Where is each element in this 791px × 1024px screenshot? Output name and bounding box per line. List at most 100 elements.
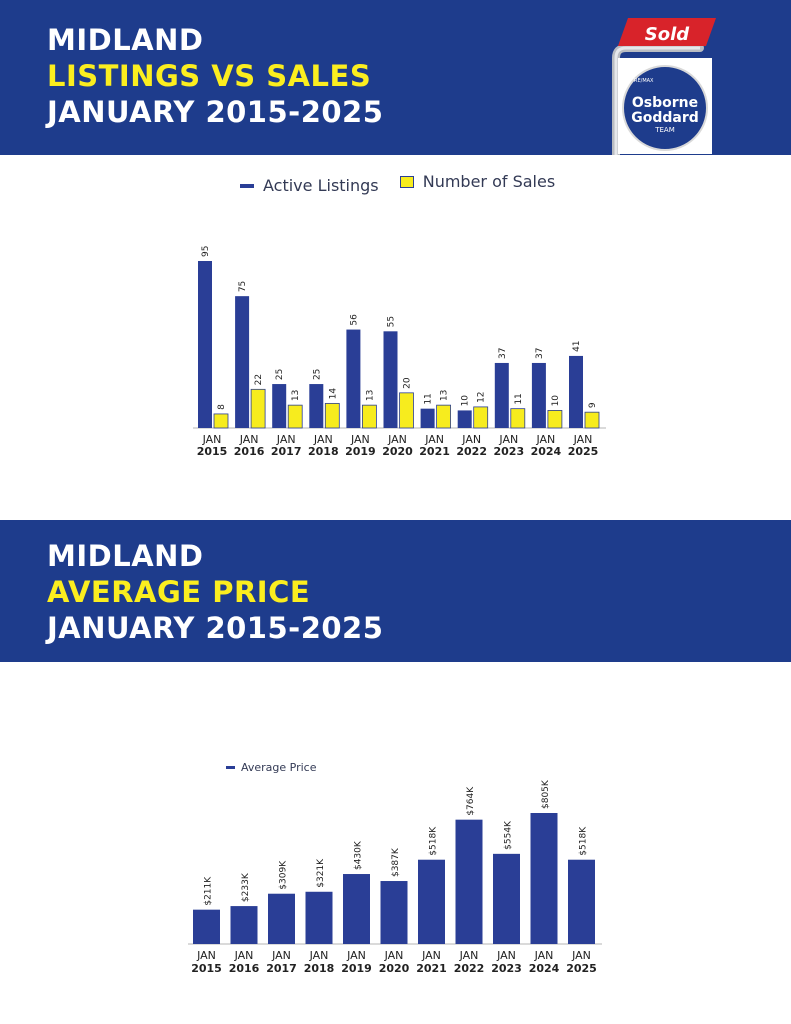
price-data-label: $805K bbox=[541, 779, 551, 809]
sales-bar bbox=[584, 411, 600, 429]
x-tick-label-year: 2021 bbox=[416, 962, 447, 975]
x-tick-label-month: JAN bbox=[535, 433, 555, 446]
sold-sign-logo: Sold RE/MAX Osborne Goddard TEAM bbox=[612, 18, 716, 155]
x-tick-label-year: 2025 bbox=[568, 445, 599, 458]
remax-mark: RE/MAX bbox=[634, 78, 654, 84]
x-tick-label-year: 2024 bbox=[531, 445, 562, 458]
price-bar bbox=[530, 813, 558, 944]
price-data-label: $518K bbox=[429, 826, 439, 856]
sales-data-label: 13 bbox=[365, 390, 375, 401]
listings-data-label: 95 bbox=[201, 246, 211, 257]
x-tick-label-month: JAN bbox=[384, 949, 404, 962]
title-line-city: MIDLAND bbox=[47, 23, 204, 57]
listings-vs-sales-chart: 958JAN20157522JAN20162513JAN20172514JAN2… bbox=[193, 246, 606, 458]
sales-bar bbox=[436, 404, 452, 429]
price-title: MIDLAND AVERAGE PRICE JANUARY 2015-2025 bbox=[47, 538, 383, 646]
sales-bar bbox=[547, 410, 563, 429]
x-tick-label-month: JAN bbox=[387, 433, 407, 446]
price-data-label: $211K bbox=[204, 876, 214, 906]
header-banner-price bbox=[0, 520, 791, 662]
listings-data-label: 25 bbox=[312, 369, 322, 380]
listings-data-label: 75 bbox=[238, 281, 248, 292]
sales-bar bbox=[361, 404, 377, 429]
x-tick-label-year: 2016 bbox=[229, 962, 260, 975]
listings-bar bbox=[198, 261, 212, 428]
x-tick-label-year: 2016 bbox=[234, 445, 265, 458]
price-data-label: $554K bbox=[504, 820, 514, 850]
x-tick-label-year: 2023 bbox=[491, 962, 522, 975]
sales-bar bbox=[399, 392, 414, 429]
legend-swatch-listings bbox=[240, 183, 254, 188]
price-legend: Average Price bbox=[226, 761, 317, 774]
x-tick-label-year: 2022 bbox=[454, 962, 485, 975]
x-tick-label-year: 2015 bbox=[191, 962, 222, 975]
price-bar bbox=[418, 859, 445, 944]
logo-name-goddard: Goddard bbox=[631, 110, 699, 126]
x-tick-label-year: 2018 bbox=[304, 962, 335, 975]
x-tick-label-year: 2015 bbox=[197, 445, 228, 458]
sales-data-label: 11 bbox=[514, 393, 524, 404]
x-tick-label-year: 2020 bbox=[379, 962, 410, 975]
legend-label-price: Average Price bbox=[241, 761, 317, 774]
x-tick-label-month: JAN bbox=[350, 433, 370, 446]
listings-bar bbox=[272, 384, 287, 428]
x-tick-label-month: JAN bbox=[421, 949, 441, 962]
listings-bar bbox=[531, 362, 546, 428]
x-tick-label-year: 2024 bbox=[529, 962, 560, 975]
listings-bar bbox=[569, 355, 583, 428]
title-line-period: JANUARY 2015-2025 bbox=[47, 611, 384, 645]
price-bar bbox=[343, 874, 370, 944]
listings-data-label: 25 bbox=[275, 369, 285, 380]
sales-bar bbox=[213, 413, 229, 429]
price-bar bbox=[305, 891, 333, 944]
listings-bar bbox=[420, 408, 435, 428]
x-tick-label-month: JAN bbox=[573, 433, 593, 446]
sales-bar bbox=[250, 388, 266, 429]
title-line-city: MIDLAND bbox=[47, 539, 204, 573]
sold-text: Sold bbox=[645, 24, 691, 45]
sales-bar bbox=[324, 402, 340, 429]
x-tick-label-month: JAN bbox=[571, 949, 591, 962]
listings-bar bbox=[235, 296, 250, 428]
listings-data-label: 10 bbox=[461, 395, 471, 407]
listings-data-label: 37 bbox=[535, 348, 545, 359]
sales-data-label: 10 bbox=[551, 395, 561, 407]
listings-bar bbox=[457, 410, 472, 428]
listings-data-label: 37 bbox=[498, 348, 508, 359]
title-line-period: JANUARY 2015-2025 bbox=[47, 95, 384, 129]
x-tick-label-year: 2017 bbox=[266, 962, 297, 975]
price-bar bbox=[193, 909, 220, 944]
sales-data-label: 14 bbox=[328, 388, 338, 400]
x-tick-label-month: JAN bbox=[202, 433, 222, 446]
x-tick-label-month: JAN bbox=[534, 949, 554, 962]
legend-swatch-price bbox=[226, 766, 235, 769]
x-tick-label-year: 2021 bbox=[419, 445, 450, 458]
price-data-label: $387K bbox=[391, 847, 401, 877]
x-tick-label-month: JAN bbox=[346, 949, 366, 962]
price-bar bbox=[455, 819, 483, 944]
price-bar bbox=[493, 853, 520, 944]
listings-data-label: 56 bbox=[349, 314, 359, 326]
sales-data-label: 9 bbox=[588, 402, 598, 408]
logo-name-osborne: Osborne bbox=[632, 95, 698, 111]
legend-item-active-listings: Active Listings bbox=[240, 176, 379, 195]
price-data-label: $518K bbox=[579, 826, 589, 856]
price-bar bbox=[230, 906, 258, 944]
sales-data-label: 13 bbox=[440, 390, 450, 401]
listings-title: MIDLAND LISTINGS VS SALES JANUARY 2015-2… bbox=[47, 22, 383, 130]
listings-bar bbox=[383, 331, 398, 428]
sales-data-label: 13 bbox=[291, 390, 301, 401]
x-tick-label-month: JAN bbox=[271, 949, 291, 962]
x-tick-label-month: JAN bbox=[424, 433, 444, 446]
listings-bar bbox=[494, 362, 509, 428]
sales-data-label: 20 bbox=[403, 377, 413, 389]
listings-data-label: 41 bbox=[572, 340, 582, 351]
x-tick-label-month: JAN bbox=[196, 949, 216, 962]
listings-data-label: 55 bbox=[387, 316, 397, 327]
price-bar bbox=[568, 859, 595, 944]
x-tick-label-month: JAN bbox=[496, 949, 516, 962]
price-data-label: $309K bbox=[279, 860, 289, 890]
price-data-label: $233K bbox=[241, 872, 251, 902]
price-data-label: $430K bbox=[354, 840, 364, 870]
x-tick-label-year: 2025 bbox=[566, 962, 597, 975]
